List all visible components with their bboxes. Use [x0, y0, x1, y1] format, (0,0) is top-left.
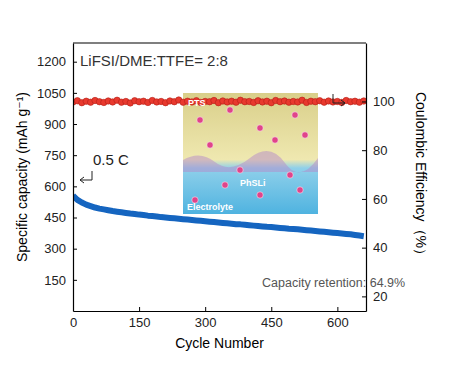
y-tick-mark	[73, 218, 77, 219]
x-tick: 600	[327, 307, 349, 330]
x-tick-mark	[337, 307, 338, 311]
y2-tick-mark	[362, 150, 366, 151]
x-tick-mark	[139, 307, 140, 311]
y2-tick: 40	[362, 240, 387, 255]
chart: 0 150 300 450 600 150 300 450 600 750 900 1050 1200 2…	[0, 0, 449, 365]
inset-ion	[197, 117, 203, 123]
x-tick-mark	[205, 307, 206, 311]
inset-ion	[287, 172, 293, 178]
y-tick-mark	[73, 124, 77, 125]
inset-bg	[183, 93, 318, 214]
y2-tick-mark	[362, 248, 366, 249]
right-pointer	[333, 94, 345, 106]
y-tick-label: 450	[44, 210, 66, 225]
inset-ion	[272, 137, 278, 143]
inset-label: PTS	[188, 98, 206, 108]
inset-interface	[183, 151, 318, 172]
left-pointer	[80, 171, 92, 183]
x-tick-label: 600	[327, 315, 349, 330]
y2-tick-label: 40	[373, 240, 387, 255]
y-tick: 150	[44, 272, 77, 287]
y-tick: 1200	[37, 54, 77, 69]
y2-axis: 20 40 60 80 100	[362, 44, 395, 312]
y-tick-label: 600	[44, 179, 66, 194]
y-tick-mark	[73, 280, 77, 281]
x-tick-label: 300	[195, 315, 217, 330]
y2-tick-label: 100	[373, 94, 395, 109]
inset-ion	[257, 192, 263, 198]
inset-ion	[237, 167, 243, 173]
y-axis-title: Specific capacity (mAh g⁻¹)	[14, 92, 30, 262]
frame-top	[73, 42, 366, 43]
y2-tick-mark	[362, 199, 366, 200]
y2-tick: 80	[362, 143, 387, 158]
y-tick-label: 1200	[37, 54, 66, 69]
inset-ion	[292, 112, 298, 118]
inset	[183, 93, 318, 214]
x-tick-mark	[271, 307, 272, 311]
y2-tick-label: 60	[373, 192, 387, 207]
inset-ion	[297, 187, 303, 193]
x-tick: 150	[129, 307, 151, 330]
inset-ion	[207, 142, 213, 148]
y-tick-label: 150	[44, 272, 66, 287]
y-tick: 450	[44, 210, 77, 225]
y-tick: 1050	[37, 86, 77, 101]
plot-area	[73, 97, 366, 236]
y-axis: 150 300 450 600 750 900 1050 1200	[37, 44, 77, 312]
rate-label: 0.5 C	[93, 151, 129, 168]
inset-label: PhSLi	[240, 178, 266, 188]
x-tick-label: 150	[129, 315, 151, 330]
y-axis-line	[73, 44, 74, 312]
y2-tick-mark	[362, 101, 366, 102]
y-tick-mark	[73, 93, 77, 94]
inset-ion	[302, 132, 308, 138]
y-tick-label: 300	[44, 241, 66, 256]
y-tick-label: 900	[44, 117, 66, 132]
y-tick: 900	[44, 117, 77, 132]
x-tick-label: 0	[70, 315, 77, 330]
x-axis: 0 150 300 450 600	[70, 307, 367, 330]
axis-pointers	[80, 94, 345, 183]
x-axis-line	[74, 311, 367, 312]
inset-ion	[222, 182, 228, 188]
x-tick-label: 450	[261, 315, 283, 330]
inset-label: Electrolyte	[187, 202, 233, 212]
y-tick-mark	[73, 249, 77, 250]
y2-tick: 100	[362, 94, 395, 109]
condition-label: LiFSI/DME:TTFE= 2:8	[80, 52, 228, 69]
y2-tick: 60	[362, 192, 387, 207]
y-tick-mark	[73, 155, 77, 156]
y2-axis-title: Coulombic Efficiency（%）	[413, 92, 429, 262]
x-tick: 450	[261, 307, 283, 330]
retention-label: Capacity retention: 64.9%	[262, 276, 405, 290]
inset-ion	[227, 107, 233, 113]
y-tick: 600	[44, 179, 77, 194]
x-axis-title: Cycle Number	[175, 335, 264, 351]
y2-tick-label: 20	[373, 289, 387, 304]
y-tick-label: 750	[44, 148, 66, 163]
capacity-line	[73, 196, 364, 237]
y2-tick-mark	[362, 296, 366, 297]
y2-axis-line	[366, 44, 367, 312]
x-tick: 300	[195, 307, 217, 330]
y2-tick: 20	[362, 289, 387, 304]
y2-tick-label: 80	[373, 143, 387, 158]
y-tick-label: 1050	[37, 86, 66, 101]
y-tick: 300	[44, 241, 77, 256]
y-tick: 750	[44, 148, 77, 163]
ce-point	[361, 98, 366, 104]
y-tick-mark	[73, 62, 77, 63]
inset-ion	[257, 125, 263, 131]
y-tick-mark	[73, 186, 77, 187]
